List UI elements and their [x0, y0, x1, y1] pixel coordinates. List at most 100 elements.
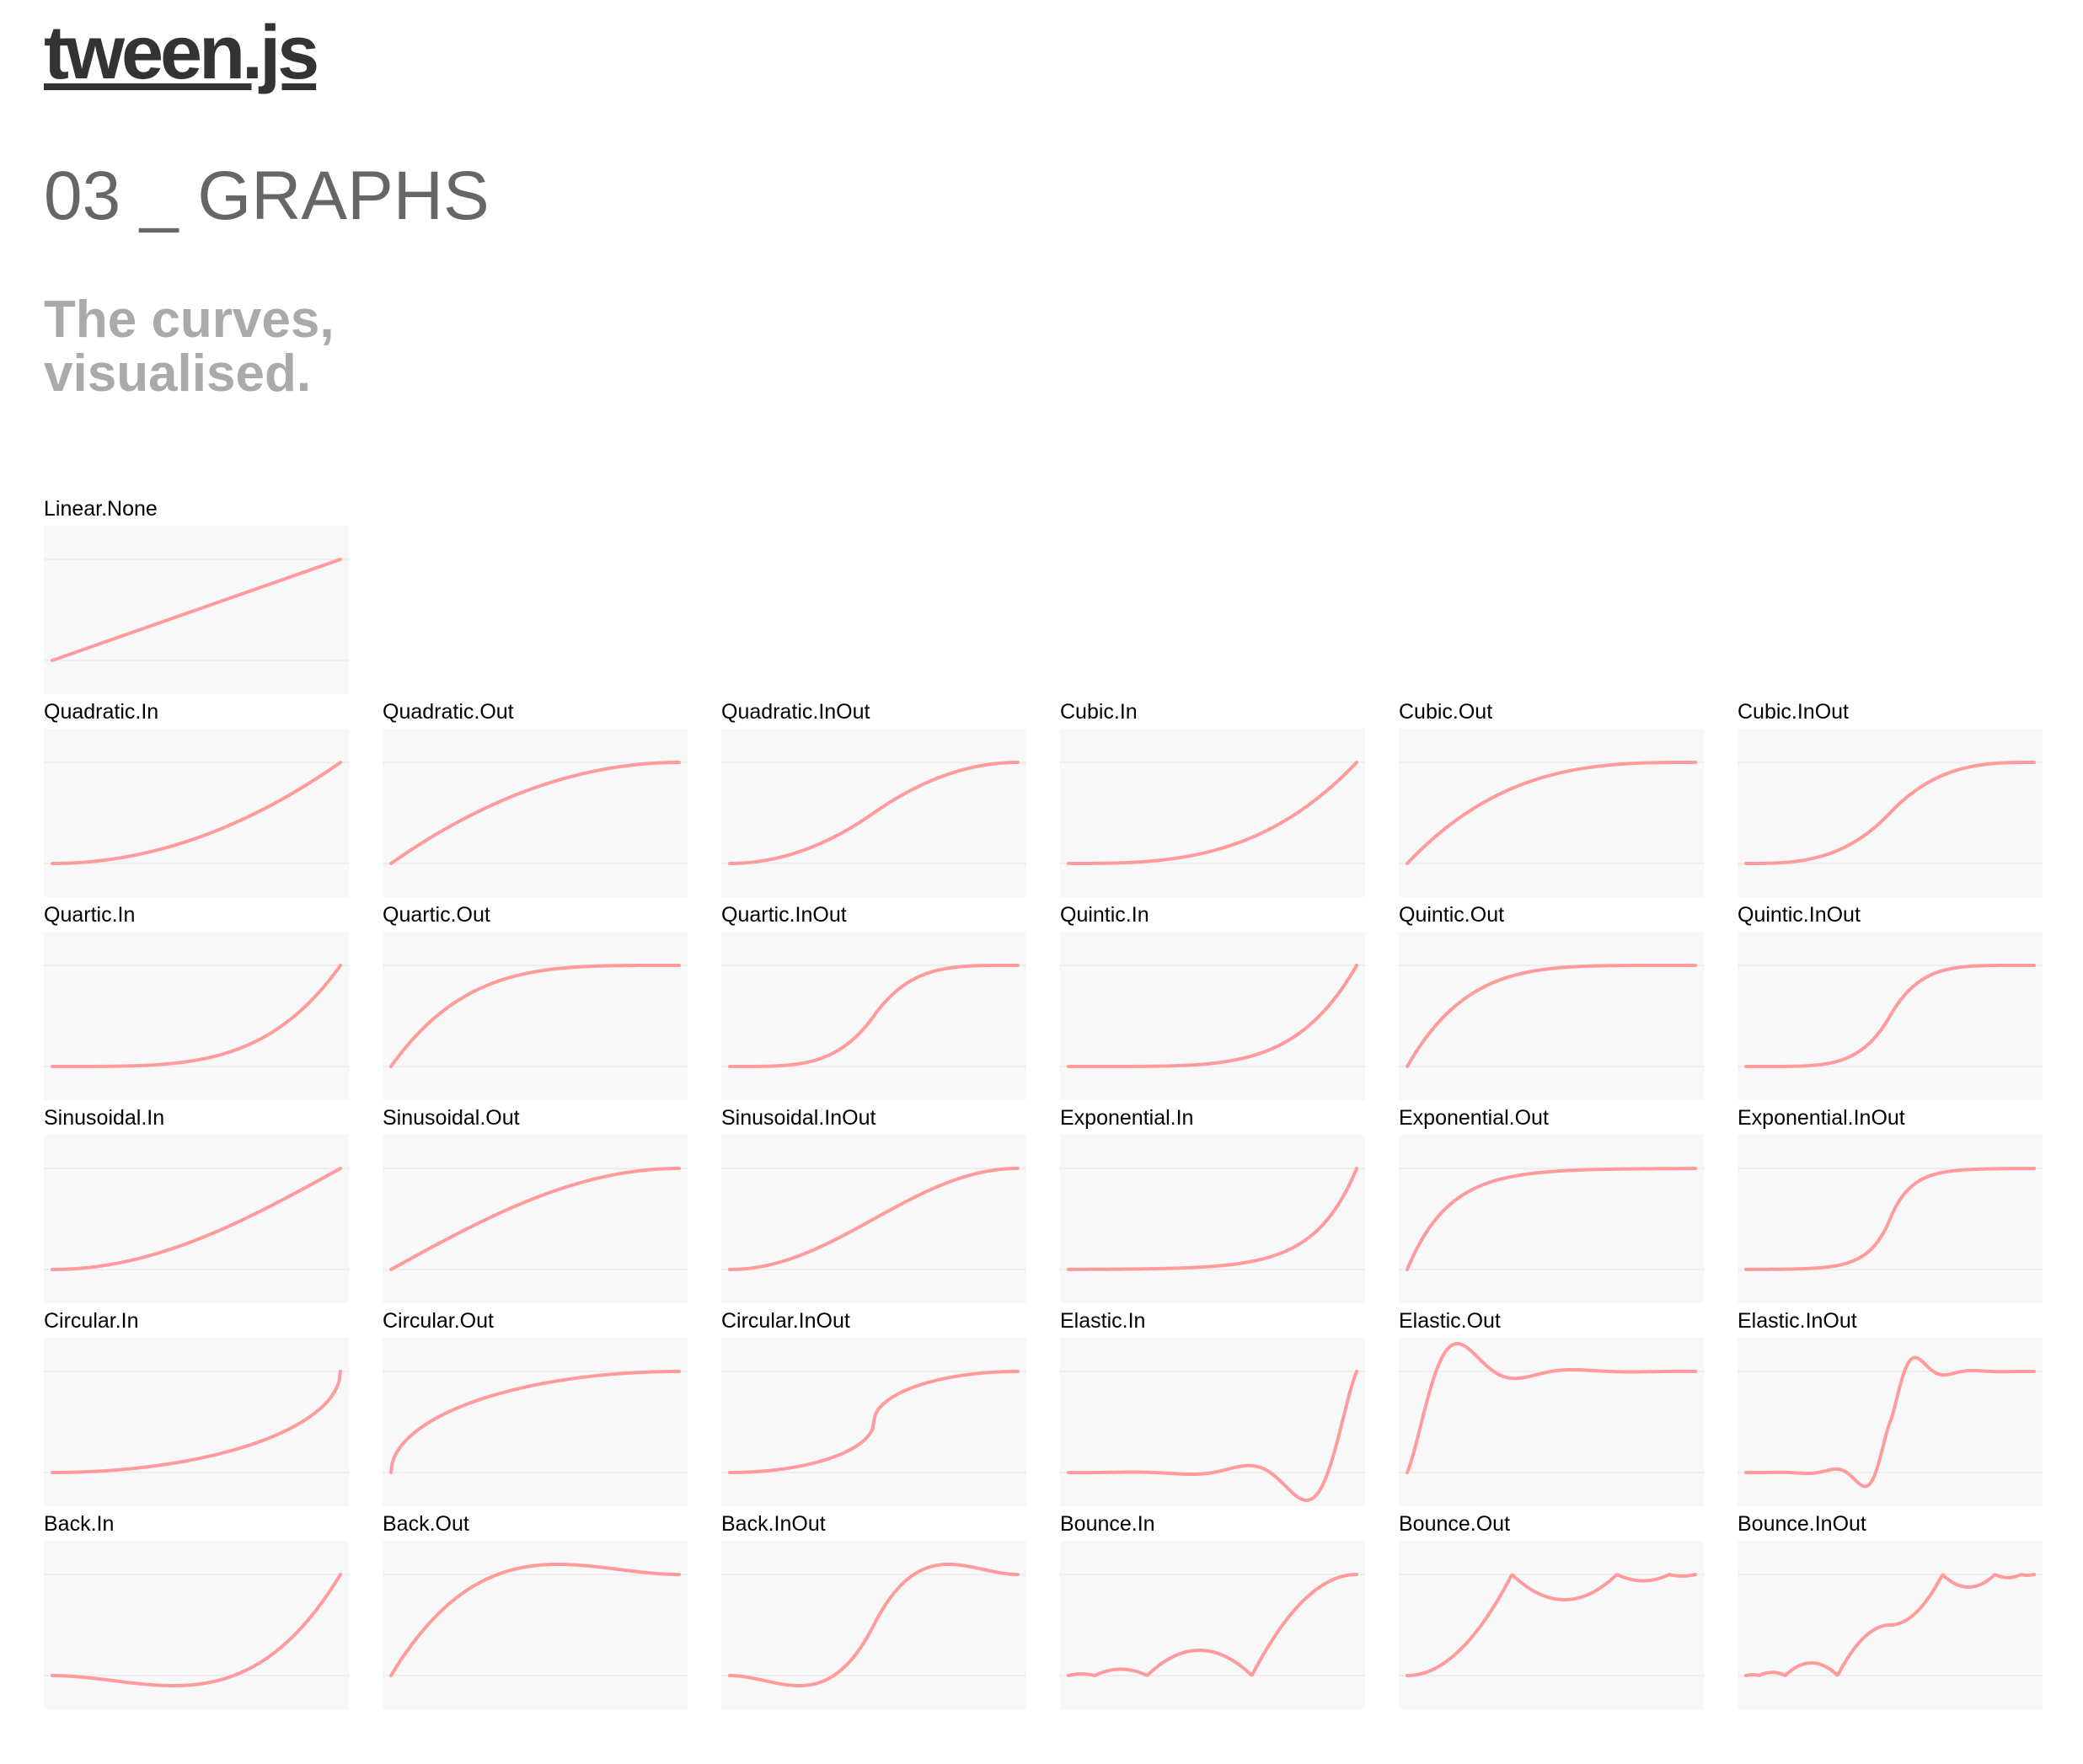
graph-background	[44, 932, 349, 1100]
easing-curve	[51, 1167, 342, 1271]
easing-curve	[389, 761, 681, 865]
graph-canvas	[1738, 932, 2043, 1100]
subtitle-line-2: visualised.	[44, 345, 312, 403]
easing-curve	[1406, 1573, 1697, 1677]
graph-background	[1060, 1135, 1365, 1303]
easing-curve	[728, 1167, 1020, 1271]
graph-canvas	[383, 932, 688, 1100]
graph-background	[383, 932, 688, 1100]
easing-curve	[1406, 964, 1697, 1068]
subtitle-line-1: The curves,	[44, 291, 335, 349]
graph-canvas	[1738, 729, 2043, 897]
graph-canvas	[1060, 1135, 1365, 1303]
easing-curve	[1067, 964, 1358, 1068]
graph-canvas	[1399, 729, 1704, 897]
graph-canvas	[44, 526, 349, 694]
graph-background	[1399, 932, 1704, 1100]
graph-background	[44, 1338, 349, 1506]
easing-curve	[51, 558, 342, 662]
graph-label: Circular.Out	[383, 1309, 494, 1333]
graph-label: Sinusoidal.In	[44, 1106, 165, 1130]
easing-curve	[728, 1562, 1020, 1688]
graph-label: Cubic.In	[1060, 700, 1138, 724]
easing-curve	[1406, 1167, 1697, 1271]
graph-label: Quartic.Out	[383, 903, 490, 927]
graph-background	[44, 1135, 349, 1303]
graph-canvas	[1060, 932, 1365, 1100]
easing-curve	[1744, 761, 2036, 865]
easing-curve	[1067, 1370, 1358, 1502]
graph-label: Back.InOut	[721, 1512, 826, 1536]
graph-canvas	[721, 1135, 1026, 1303]
graph-label: Elastic.InOut	[1738, 1309, 1857, 1333]
graph-label: Quadratic.Out	[383, 700, 514, 724]
graph-label: Exponential.InOut	[1738, 1106, 1905, 1130]
graph-canvas	[383, 1541, 688, 1709]
graph-canvas	[721, 1541, 1026, 1709]
graph-label: Circular.In	[44, 1309, 139, 1333]
easing-curve	[1067, 761, 1358, 865]
graph-label: Linear.None	[44, 497, 158, 521]
graph-canvas	[383, 729, 688, 897]
graph-label: Sinusoidal.InOut	[721, 1106, 876, 1130]
graph-label: Bounce.In	[1060, 1512, 1155, 1536]
graph-canvas	[1738, 1135, 2043, 1303]
graph-canvas	[383, 1135, 688, 1303]
graph-canvas	[44, 932, 349, 1100]
graph-label: Quadratic.InOut	[721, 700, 870, 724]
graph-background	[1399, 1541, 1704, 1709]
graph-background	[383, 1541, 688, 1709]
easing-curve	[1744, 1167, 2036, 1271]
graph-background	[1399, 1135, 1704, 1303]
easing-curve	[728, 964, 1020, 1068]
graph-canvas	[1399, 1338, 1704, 1506]
graph-label: Quintic.InOut	[1738, 903, 1861, 927]
easing-curve	[389, 1167, 681, 1271]
easing-curve	[1744, 1573, 2036, 1677]
graph-background	[44, 1541, 349, 1709]
graph-label: Exponential.Out	[1399, 1106, 1549, 1130]
page-subtitle: The curves, visualised.	[44, 293, 465, 401]
graph-label: Bounce.InOut	[1738, 1512, 1866, 1536]
graph-canvas	[1399, 1541, 1704, 1709]
graph-label: Exponential.In	[1060, 1106, 1194, 1130]
easing-curve	[51, 964, 342, 1068]
graph-background	[1060, 1338, 1365, 1506]
graph-background	[383, 729, 688, 897]
easing-curve	[1067, 1573, 1358, 1677]
graph-label: Sinusoidal.Out	[383, 1106, 520, 1130]
easing-curve	[389, 1370, 681, 1474]
graph-label: Circular.InOut	[721, 1309, 850, 1333]
graph-background	[1399, 1338, 1704, 1506]
graph-canvas	[1399, 932, 1704, 1100]
graph-canvas	[721, 932, 1026, 1100]
logo-link[interactable]: tween.js	[44, 11, 319, 95]
easing-curve	[389, 1563, 681, 1677]
easing-curve	[1406, 761, 1697, 865]
easing-curve	[728, 1370, 1020, 1474]
graph-background	[383, 1338, 688, 1506]
graph-label: Quartic.InOut	[721, 903, 847, 927]
easing-curve	[51, 1370, 342, 1474]
graph-canvas	[721, 1338, 1026, 1506]
graph-label: Quintic.In	[1060, 903, 1149, 927]
graph-label: Cubic.InOut	[1738, 700, 1850, 724]
graph-canvas	[44, 1135, 349, 1303]
easing-curve	[1744, 964, 2036, 1068]
easing-curve	[1744, 1355, 2036, 1489]
easing-curve	[1406, 1342, 1697, 1474]
easing-curve	[51, 761, 342, 865]
easing-curve	[51, 1573, 342, 1687]
graph-label: Quintic.Out	[1399, 903, 1505, 927]
graph-canvas	[1399, 1135, 1704, 1303]
graph-canvas	[1738, 1541, 2043, 1709]
graph-label: Quadratic.In	[44, 700, 159, 724]
graph-label: Quartic.In	[44, 903, 136, 927]
graph-canvas	[1060, 1541, 1365, 1709]
graph-canvas	[44, 729, 349, 897]
easing-curve	[1067, 1167, 1358, 1271]
graph-background	[44, 729, 349, 897]
graph-canvas	[44, 1541, 349, 1709]
graph-label: Bounce.Out	[1399, 1512, 1511, 1536]
graph-canvas	[1060, 1338, 1365, 1506]
